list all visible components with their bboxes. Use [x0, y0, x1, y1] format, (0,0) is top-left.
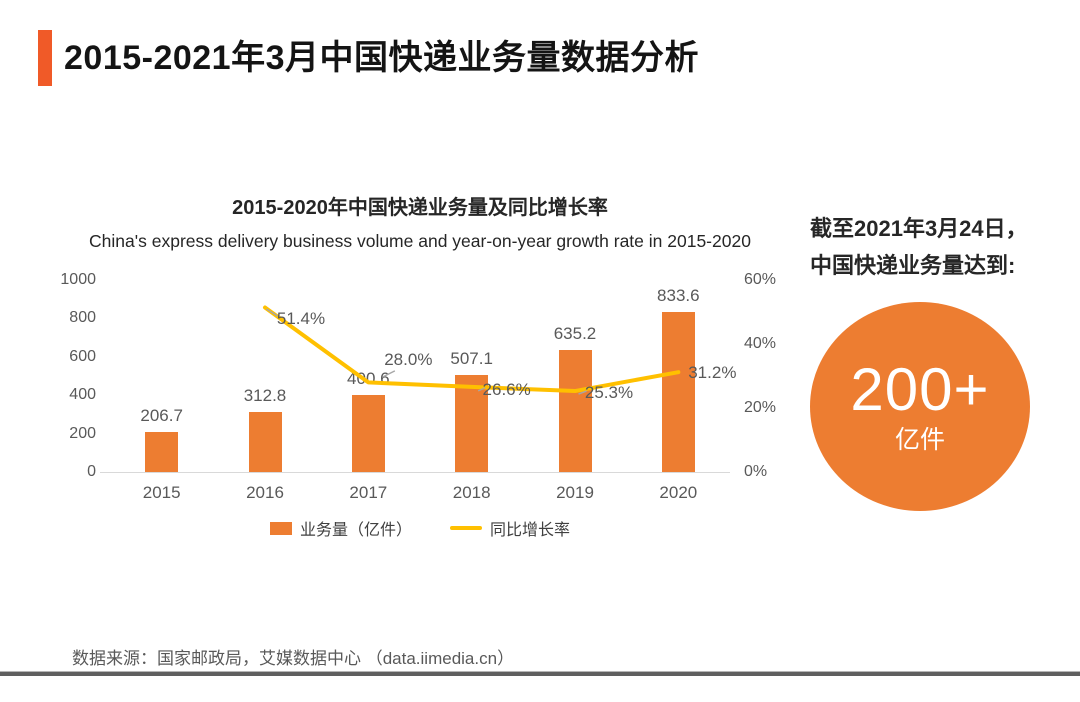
title-accent-bar [38, 30, 52, 86]
bar-2020 [661, 311, 695, 472]
bar-value-label: 635.2 [553, 324, 597, 344]
legend-item-volume: 业务量（亿件） [269, 516, 412, 540]
bar-value-label: 507.1 [450, 348, 493, 368]
y-axis-tick-left: 800 [69, 309, 96, 327]
bar-2018 [455, 374, 489, 472]
highlight-caption: 截至2021年3月24日， 中国快递业务量达到: [810, 210, 1070, 284]
x-axis-label: 2019 [556, 483, 594, 502]
y-axis-tick-left: 600 [69, 347, 96, 365]
bar-2019 [558, 350, 592, 472]
growth-value-label: 51.4% [276, 308, 326, 328]
page-title: 2015-2021年3月中国快递业务量数据分析 [64, 39, 700, 77]
bar-2017 [351, 395, 385, 472]
bar-2015 [145, 432, 179, 472]
x-axis-label: 2015 [142, 483, 181, 502]
y-axis-tick-left: 400 [69, 386, 96, 404]
bar-value-label: 312.8 [243, 385, 287, 405]
y-axis-tick-right: 40% [744, 335, 777, 352]
label-leader-line [578, 390, 587, 395]
chart-subtitle: China's express delivery business volume… [89, 231, 751, 251]
bar-series-swatch [269, 521, 292, 535]
y-axis-tick-right: 60% [744, 271, 777, 288]
growth-value-label: 26.6% [482, 379, 531, 399]
y-axis-tick-left: 1000 [60, 271, 96, 288]
growth-value-label: 31.2% [688, 363, 737, 383]
growth-line [263, 305, 681, 394]
label-leader-line [382, 370, 396, 378]
data-source-note: 数据来源：国家邮政局，艾媒数据中心 （data.iimedia.cn） [72, 649, 515, 668]
highlight-caption-line1: 截至2021年3月24日， [810, 216, 1028, 241]
x-axis-line [100, 472, 730, 473]
x-axis-label: 2018 [452, 483, 491, 502]
highlight-caption-line2: 中国快递业务量达到: [810, 253, 1016, 278]
bar-value-label: 833.6 [657, 285, 700, 305]
bottom-divider [0, 671, 1080, 676]
legend-item-growth: 同比增长率 [450, 516, 570, 540]
chart-legend: 业务量（亿件） 同比增长率 [110, 516, 730, 540]
badge-value: 200+ [850, 355, 990, 423]
bar-value-label: 400.6 [347, 369, 390, 389]
legend-label-volume: 业务量（亿件） [299, 522, 412, 539]
y-axis-tick-left: 0 [87, 463, 96, 480]
x-axis-label: 2020 [659, 483, 698, 502]
label-leader-line [477, 387, 486, 392]
chart-header: 2015-2020年中国快递业务量及同比增长率 China's express … [50, 195, 790, 252]
chart-title: 2015-2020年中国快递业务量及同比增长率 [232, 197, 608, 219]
legend-label-growth: 同比增长率 [490, 522, 571, 539]
x-axis-label: 2016 [246, 483, 284, 502]
label-leader-line [266, 308, 278, 317]
bar-2016 [248, 411, 282, 472]
badge-unit: 亿件 [894, 425, 945, 454]
line-series-swatch [450, 526, 482, 530]
growth-value-label: 25.3% [584, 383, 634, 403]
x-axis-label: 2017 [349, 483, 388, 502]
y-axis-tick-left: 200 [69, 424, 96, 442]
bar-value-label: 206.7 [140, 406, 183, 426]
growth-value-label: 28.0% [384, 350, 433, 370]
highlight-badge: 200+ 亿件 [810, 302, 1030, 511]
y-axis-tick-right: 0% [744, 463, 768, 480]
y-axis-tick-right: 20% [744, 399, 777, 416]
